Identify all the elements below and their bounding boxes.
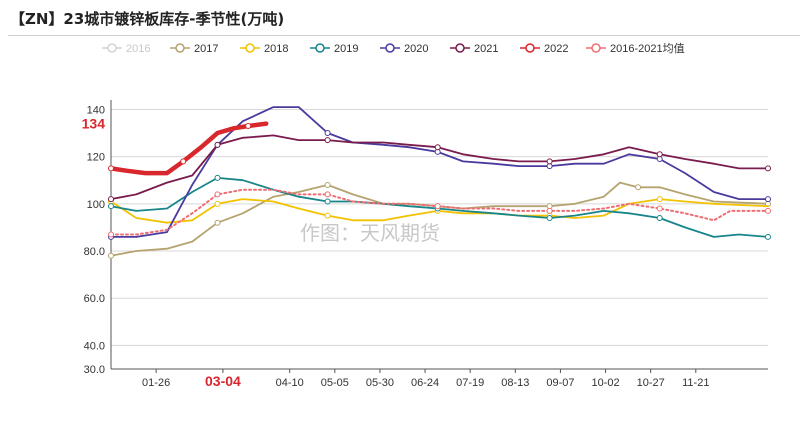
data-point: [656, 214, 663, 221]
series-line: [108, 121, 269, 176]
y-tick-label: 80.0: [84, 246, 105, 258]
x-tick-label: 10-02: [591, 377, 619, 389]
legend-label: 2017: [194, 43, 218, 55]
legend-marker: [315, 43, 325, 53]
legend-item-2016[interactable]: 2016: [102, 43, 150, 55]
legend-item-2022[interactable]: 2022: [520, 43, 568, 55]
legend-label: 2018: [264, 43, 288, 55]
legend-label: 2019: [334, 43, 358, 55]
data-point: [214, 200, 221, 207]
series-2016-2021均值: [108, 188, 771, 238]
legend-item-2017[interactable]: 2017: [170, 43, 218, 55]
y-tick-label: 120: [87, 152, 105, 164]
legend-item-2021[interactable]: 2021: [450, 43, 498, 55]
series-line: [110, 198, 769, 224]
legend-marker: [245, 43, 255, 53]
y-axis: 30.0 40.0 60.0 80.0 100 120 140: [84, 100, 112, 376]
legend-marker: [175, 43, 185, 53]
watermark-text: 作图：天风期货: [300, 221, 440, 245]
x-axis: 01-26 03-04 04-10 05-05 05-30 06-24 07-19 08-13…: [111, 368, 768, 389]
latest-value-label: 134: [82, 116, 106, 132]
data-point: [656, 196, 663, 203]
data-point: [214, 191, 221, 198]
x-tick-label: 07-19: [456, 377, 484, 389]
legend-marker: [385, 43, 395, 53]
data-point: [324, 212, 331, 219]
legend-label: 2020: [404, 43, 428, 55]
x-tick-label: 09-07: [546, 377, 574, 389]
data-point: [108, 196, 114, 203]
data-point: [765, 233, 771, 240]
title-divider: [8, 35, 800, 36]
legend-item-2018[interactable]: 2018: [240, 43, 288, 55]
x-tick-label: 04-10: [276, 377, 304, 389]
series-2020: [108, 106, 771, 240]
data-point: [214, 219, 221, 226]
highlight-labels: 134: [82, 116, 106, 132]
x-tick-label-highlight: 03-04: [205, 373, 241, 389]
legend-item-2020[interactable]: 2020: [380, 43, 428, 55]
y-tick-label: 30.0: [84, 364, 105, 376]
legend-label: 2016: [126, 43, 150, 55]
x-tick-label: 11-21: [682, 377, 709, 389]
x-tick-label: 01-26: [142, 377, 170, 389]
data-point: [108, 231, 114, 238]
data-point: [434, 203, 441, 210]
data-point: [656, 151, 663, 158]
legend-marker: [455, 43, 465, 53]
data-point: [180, 158, 187, 165]
data-point: [765, 196, 771, 203]
data-point: [324, 198, 331, 205]
legend-label: 2022: [544, 43, 568, 55]
legend-marker: [591, 43, 601, 53]
data-point: [656, 205, 663, 212]
data-point: [546, 207, 553, 214]
y-tick-label: 100: [87, 199, 105, 211]
legend-marker: [525, 43, 535, 53]
series-lines: [108, 106, 771, 259]
data-point: [635, 184, 642, 191]
x-tick-label: 10-27: [637, 377, 665, 389]
data-point: [765, 207, 771, 214]
data-point: [434, 144, 441, 151]
legend-label: 2016-2021均值: [610, 42, 685, 55]
series-line: [110, 106, 769, 238]
legend-label: 2021: [474, 43, 498, 55]
chart-title: 【ZN】23城市镀锌板库存-季节性(万吨): [10, 10, 285, 28]
y-tick-label: 60.0: [84, 293, 105, 305]
x-tick-label: 08-13: [501, 377, 529, 389]
data-point: [765, 165, 771, 172]
x-tick-label: 06-24: [411, 377, 439, 389]
data-point: [108, 252, 114, 259]
x-tick-label: 05-05: [321, 377, 349, 389]
y-tick-label: 140: [87, 104, 105, 116]
legend-item-2019[interactable]: 2019: [310, 43, 358, 55]
data-point: [546, 158, 553, 165]
series-2021: [108, 134, 771, 203]
data-point: [214, 141, 221, 148]
legend-marker: [107, 43, 117, 53]
data-point: [214, 174, 221, 181]
data-point: [546, 214, 553, 221]
data-point: [108, 165, 114, 172]
y-tick-label: 40.0: [84, 340, 105, 352]
data-point: [245, 122, 252, 129]
data-point: [324, 130, 331, 137]
x-tick-label: 05-30: [366, 377, 394, 389]
chart-legend: 2016 2017 2018 2019 2020 2021 2022 2016-2021均值: [102, 42, 685, 55]
data-point: [324, 191, 331, 198]
series-2022: [108, 121, 269, 176]
data-point: [324, 181, 331, 188]
data-point: [324, 137, 331, 144]
legend-item-2016-2021均值[interactable]: 2016-2021均值: [586, 42, 685, 55]
data-point: [108, 203, 114, 210]
